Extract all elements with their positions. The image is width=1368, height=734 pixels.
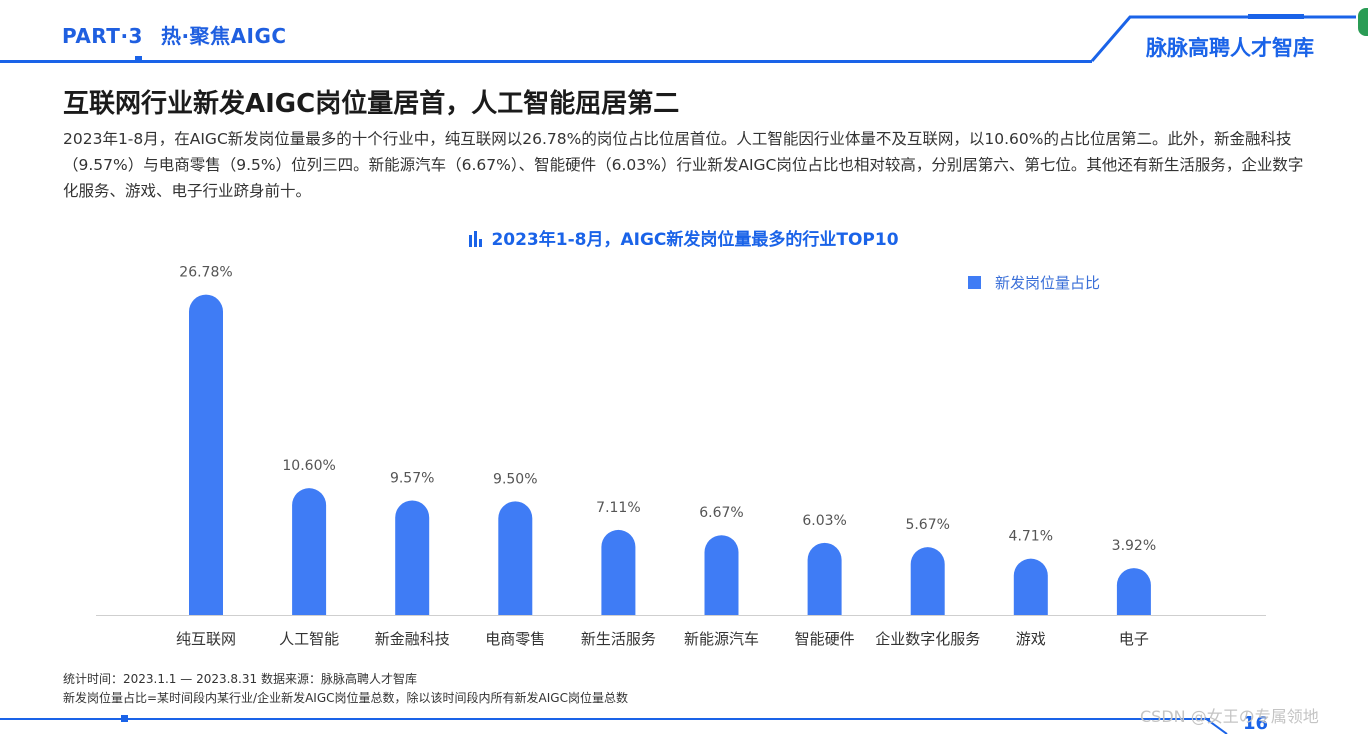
data-label: 9.57% [390,471,434,487]
part-number: PART·3 [62,24,143,48]
badge-icon [1356,6,1368,38]
header-divider [0,60,1092,63]
data-label: 3.92% [1112,538,1156,554]
legend-label: 新发岗位量占比 [995,274,1101,292]
footnote-stats: 统计时间：2023.1.1 — 2023.8.31 数据来源：脉脉高聘人才智库 [63,672,417,686]
x-tick-label: 人工智能 [279,630,339,648]
section-title: 热·聚焦AIGC [160,24,287,48]
x-tick-label: 智能硬件 [795,630,855,648]
legend: 新发岗位量占比 [968,272,1100,293]
header-divider-marker [135,56,142,63]
part-label: PART·3 热·聚焦AIGC [62,20,287,49]
bar [292,488,327,615]
x-tick-label: 新生活服务 [581,630,656,648]
x-tick-label: 纯互联网 [176,630,236,648]
bar [189,294,223,615]
data-label: 10.60% [282,458,335,474]
x-tick-label: 电商零售 [485,630,545,648]
x-tick-label: 新能源汽车 [684,630,759,648]
chart-title-text: 2023年1-8月，AIGC新发岗位量最多的行业TOP10 [491,230,899,250]
data-label: 5.67% [905,517,949,533]
x-tick-label: 电子 [1119,630,1149,648]
x-tick-label: 新金融科技 [375,630,450,648]
legend-swatch [968,276,981,289]
chart-title: 2023年1-8月，AIGC新发岗位量最多的行业TOP10 [0,225,1368,252]
data-label: 6.67% [699,505,743,521]
bar [1013,558,1048,615]
footer-frame [1205,717,1228,734]
footnote-definition: 新发岗位量占比=某时间段内某行业/企业新发AIGC岗位量总数，除以该时间段内所有… [63,691,628,705]
page-title: 互联网行业新发AIGC岗位量居首，人工智能屈居第二 [63,89,680,119]
watermark: CSDN @女王の专属领地 [1140,707,1319,726]
bar-chart-icon [469,231,483,252]
footer-divider [0,718,1210,720]
bar [910,547,945,615]
data-label: 9.50% [493,471,537,487]
x-tick-label: 企业数字化服务 [875,630,980,648]
header-frame [1090,14,1368,62]
brand-name: 脉脉高聘人才智库 [1146,36,1314,60]
footer-divider-marker [121,715,128,722]
x-tick-label: 游戏 [1016,630,1046,648]
description-text: 2023年1-8月，在AIGC新发岗位量最多的十个行业中，纯互联网以26.78%… [63,130,1304,200]
bar [395,500,430,615]
data-label: 7.11% [596,500,640,516]
data-label: 6.03% [802,513,846,529]
data-label: 26.78% [179,265,232,281]
page-number: 16 [1243,713,1269,734]
bar [498,501,533,615]
bar [807,542,842,615]
bar [601,529,636,615]
bar [1116,568,1151,615]
data-label: 4.71% [1009,529,1053,545]
bar [704,535,739,615]
